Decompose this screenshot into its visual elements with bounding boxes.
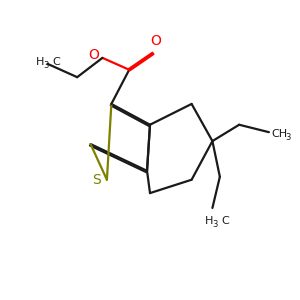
Text: 3: 3 — [286, 133, 291, 142]
Text: S: S — [92, 173, 101, 187]
Text: C: C — [52, 57, 60, 67]
Text: C: C — [221, 216, 229, 226]
Text: 3: 3 — [212, 220, 218, 229]
Text: O: O — [89, 49, 100, 62]
Text: O: O — [150, 34, 161, 48]
Text: 3: 3 — [43, 61, 48, 70]
Text: CH: CH — [271, 129, 287, 139]
Text: H: H — [36, 57, 44, 67]
Text: H: H — [205, 216, 213, 226]
